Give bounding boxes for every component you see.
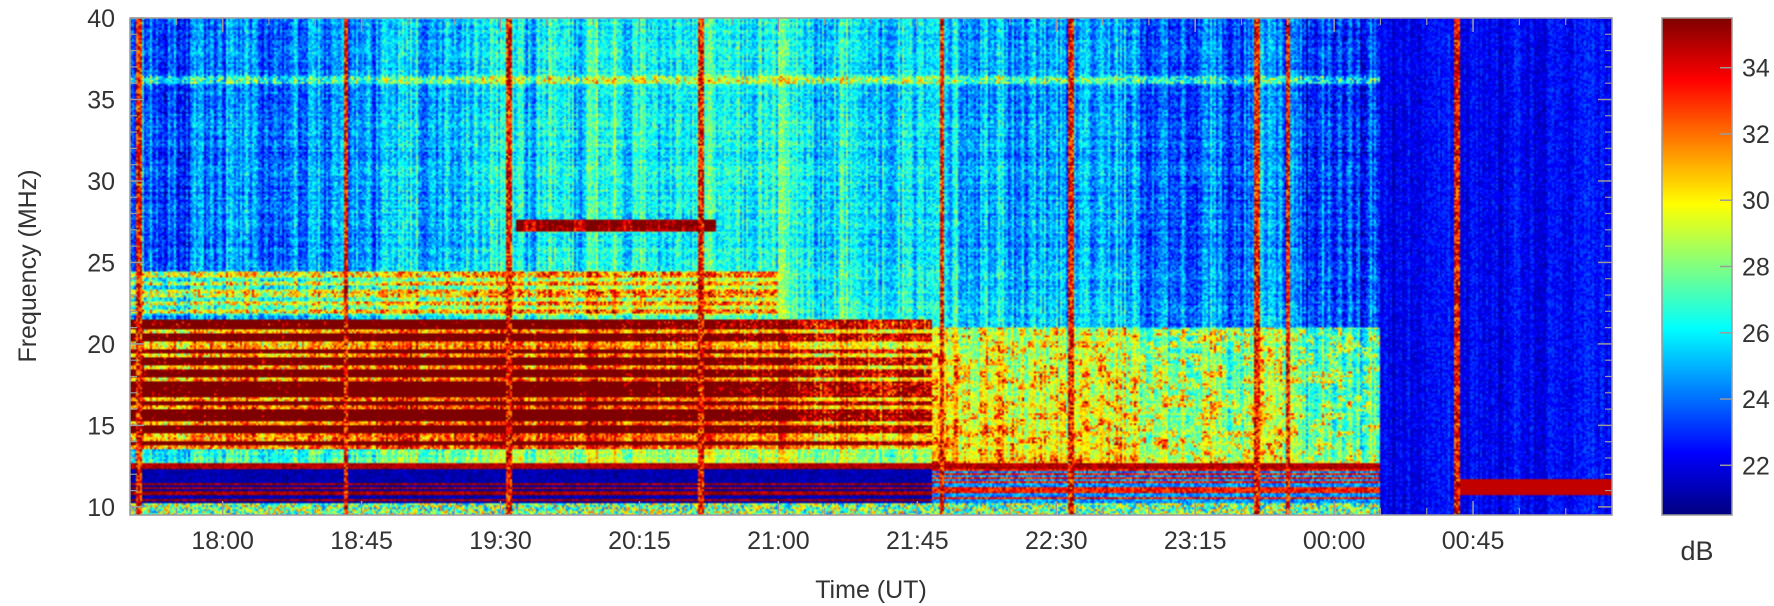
colorbar-tick-label: 32 xyxy=(1742,121,1770,149)
colorbar-tick-label: 26 xyxy=(1742,320,1770,348)
colorbar-ticks: 22 24 26 28 30 32 34 xyxy=(1720,55,1770,480)
colorbar-tick-label: 34 xyxy=(1742,55,1770,83)
x-tick-label: 23:15 xyxy=(1164,527,1227,555)
x-axis: 18:00 18:45 19:30 20:15 21:00 21:45 22:30 23:15… xyxy=(129,18,1613,555)
colorbar: 22 24 26 28 30 32 34 dB xyxy=(1661,17,1770,566)
plot-area xyxy=(129,17,1613,516)
y-tick-label: 25 xyxy=(87,249,115,277)
colorbar-tick-label: 28 xyxy=(1742,254,1770,282)
colorbar-tick-label: 24 xyxy=(1742,386,1770,414)
colorbar-gradient xyxy=(1661,17,1733,516)
y-axis-label: Frequency (MHz) xyxy=(14,169,42,362)
x-tick-label: 18:00 xyxy=(191,527,254,555)
y-tick-label: 30 xyxy=(87,168,115,196)
y-tick-label: 10 xyxy=(87,494,115,522)
x-tick-label: 00:45 xyxy=(1442,527,1505,555)
y-tick-label: 15 xyxy=(87,412,115,440)
colorbar-label: dB xyxy=(1680,536,1713,566)
y-tick-label: 40 xyxy=(87,5,115,33)
x-tick-label: 21:00 xyxy=(747,527,810,555)
colorbar-tick-label: 30 xyxy=(1742,187,1770,215)
x-tick-label: 00:00 xyxy=(1303,527,1366,555)
spectrogram-heatmap xyxy=(130,18,1612,515)
x-tick-label: 21:45 xyxy=(886,527,949,555)
x-axis-label: Time (UT) xyxy=(815,576,927,604)
x-tick-label: 22:30 xyxy=(1025,527,1088,555)
x-tick-label: 20:15 xyxy=(608,527,671,555)
x-tick-label: 18:45 xyxy=(330,527,393,555)
colorbar-tick-label: 22 xyxy=(1742,452,1770,480)
x-tick-label: 19:30 xyxy=(469,527,532,555)
y-axis: 10 15 20 25 30 35 40 xyxy=(87,5,1612,522)
y-tick-label: 35 xyxy=(87,86,115,114)
y-tick-label: 20 xyxy=(87,331,115,359)
